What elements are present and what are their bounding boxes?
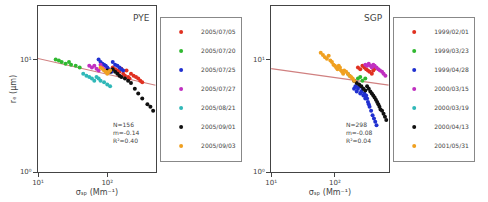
svg-text:10²: 10² (329, 179, 341, 187)
svg-text:N=156m=-0.14R²=0.40: N=156m=-0.14R²=0.40 (113, 121, 140, 144)
svg-text:σₛₚ (Mm⁻¹): σₛₚ (Mm⁻¹) (309, 188, 351, 197)
svg-text:2000/03/19: 2000/03/19 (434, 104, 469, 111)
svg-text:2000/03/15: 2000/03/15 (434, 85, 469, 92)
svg-text:1999/02/01: 1999/02/01 (434, 28, 469, 35)
svg-text:2005/07/20: 2005/07/20 (201, 47, 236, 54)
svg-text:SGP: SGP (364, 13, 383, 23)
svg-text:1999/03/23: 1999/03/23 (434, 47, 469, 54)
svg-text:2005/07/25: 2005/07/25 (201, 66, 236, 73)
svg-text:1999/04/28: 1999/04/28 (434, 66, 469, 73)
svg-text:10¹: 10¹ (32, 179, 44, 187)
svg-text:2000/04/13: 2000/04/13 (434, 123, 469, 130)
svg-text:10⁰: 10⁰ (20, 168, 32, 176)
svg-text:2005/09/01: 2005/09/01 (201, 123, 236, 130)
svg-text:rₑ (μm): rₑ (μm) (9, 75, 18, 103)
svg-text:2005/07/05: 2005/07/05 (201, 28, 236, 35)
svg-text:2005/09/03: 2005/09/03 (201, 142, 236, 149)
svg-text:10¹: 10¹ (20, 56, 32, 64)
svg-text:N=298m=-0.08R²=0.04: N=298m=-0.08R²=0.04 (346, 121, 373, 144)
svg-text:10¹: 10¹ (265, 179, 277, 187)
svg-text:10¹: 10¹ (253, 56, 265, 64)
svg-text:2005/08/21: 2005/08/21 (201, 104, 236, 111)
svg-text:10²: 10² (101, 179, 113, 187)
svg-text:2001/05/31: 2001/05/31 (434, 142, 469, 149)
svg-text:2005/07/27: 2005/07/27 (201, 85, 236, 92)
svg-text:10⁰: 10⁰ (253, 168, 265, 176)
svg-text:σₛₚ (Mm⁻¹): σₛₚ (Mm⁻¹) (76, 188, 118, 197)
svg-text:PYE: PYE (133, 13, 150, 23)
